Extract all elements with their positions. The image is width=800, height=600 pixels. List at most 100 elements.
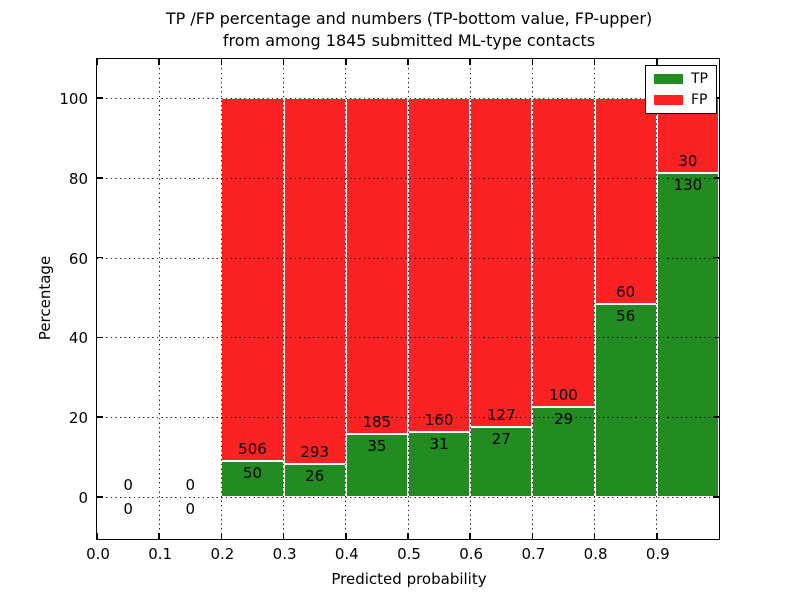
- bar-segment-tp: [594, 304, 657, 497]
- bar-label-tp: 29: [553, 410, 574, 429]
- gridline-vertical: [158, 59, 160, 539]
- chart-title-line1: TP /FP percentage and numbers (TP-bottom…: [165, 9, 653, 28]
- x-tick-label: 0.6: [459, 545, 484, 563]
- y-axis-tick: [97, 496, 103, 498]
- bar-segment-tp: [345, 433, 408, 497]
- bar-segment-fp: [408, 98, 471, 433]
- tp-swatch: [654, 74, 683, 84]
- bar-label-tp: 0: [123, 500, 133, 518]
- chart-title-line2: from among 1845 submitted ML-type contac…: [222, 31, 596, 50]
- x-tick-label: 0.1: [148, 545, 173, 563]
- legend-entry-label: FP: [691, 92, 708, 108]
- bar-segment-fp: [221, 98, 284, 462]
- y-axis-tick: [97, 416, 103, 418]
- x-axis-tick-top: [656, 59, 658, 65]
- bar-label-fp: 506: [238, 440, 267, 459]
- x-axis-tick: [656, 533, 658, 539]
- chart-title: TP /FP percentage and numbers (TP-bottom…: [98, 8, 720, 52]
- y-axis-tick-right: [713, 416, 719, 418]
- x-axis-tick-top: [407, 59, 409, 65]
- bar-label-fp: 0: [185, 476, 196, 494]
- x-axis-label: Predicted probability: [331, 570, 487, 588]
- x-axis-tick-top: [469, 59, 471, 65]
- y-axis-tick: [97, 97, 103, 99]
- y-axis-tick-right: [713, 496, 719, 498]
- x-axis-tick-top: [345, 59, 347, 65]
- x-tick-label: 0.4: [334, 545, 359, 563]
- bar-segment-fp: [345, 98, 408, 434]
- bar-label-fp: 293: [300, 443, 329, 462]
- bar-label-fp: 160: [424, 411, 454, 430]
- x-tick-label: 0.0: [86, 545, 110, 563]
- bar-label-tp: 26: [305, 467, 325, 486]
- bar-segment-fp: [470, 98, 533, 428]
- x-tick-label: 0.7: [521, 545, 546, 563]
- gridline-vertical: [220, 59, 222, 539]
- plot-area: 0 0 0 0 506 50 293 26 185 35 160 31 127 27 100 29 60 56 30…: [96, 58, 720, 540]
- bar-segment-tp: [470, 427, 533, 497]
- y-tick-label: 60: [68, 249, 88, 268]
- x-axis-tick: [531, 533, 534, 539]
- bar-segment-fp: [594, 98, 657, 305]
- bar-label-tp: 0: [185, 500, 196, 518]
- y-tick-label: 40: [68, 329, 88, 348]
- bar-label-tp: 56: [616, 307, 636, 326]
- x-axis-tick-top: [220, 59, 223, 65]
- x-tick-label: 0.8: [583, 545, 608, 563]
- y-tick-label: 100: [59, 90, 88, 108]
- bar-label-fp: 127: [486, 406, 516, 425]
- legend: TP FP: [645, 65, 717, 114]
- gridline-vertical: [656, 59, 658, 539]
- bar-label-tp: 35: [367, 436, 387, 455]
- x-axis-tick-top: [531, 59, 534, 65]
- bar-segment-fp: [283, 98, 346, 465]
- x-axis-tick: [96, 533, 98, 539]
- bar-label-fp: 0: [123, 476, 133, 494]
- gridline-vertical: [345, 59, 347, 539]
- legend-entry-label: TP: [691, 71, 708, 87]
- bar-label-tp: 50: [242, 464, 263, 483]
- x-tick-label: 0.9: [645, 545, 670, 563]
- gridline-vertical: [531, 59, 533, 539]
- x-axis-tick-top: [593, 59, 596, 65]
- x-axis-tick: [282, 533, 285, 539]
- gridline-vertical: [407, 59, 409, 539]
- bar-segment-tp: [656, 172, 719, 497]
- bar-segment-fp: [532, 98, 595, 408]
- y-axis-tick: [97, 336, 103, 339]
- bar-label-tp: 27: [491, 430, 511, 449]
- gridline-vertical: [283, 59, 285, 539]
- bar-label-fp: 30: [678, 151, 698, 170]
- bar-segment-tp: [221, 461, 284, 497]
- x-tick-label: 0.5: [397, 545, 421, 563]
- legend-entry: TP: [654, 71, 708, 87]
- x-axis-tick: [593, 533, 596, 539]
- y-axis-tick: [97, 177, 103, 179]
- y-axis-tick: [97, 256, 103, 259]
- x-axis-tick-top: [96, 59, 98, 65]
- x-axis-tick: [220, 533, 223, 539]
- bar-label-tp: 31: [429, 435, 449, 454]
- y-tick-label: 80: [68, 169, 88, 188]
- y-tick-label: 20: [68, 409, 88, 428]
- x-tick-label: 0.2: [210, 545, 235, 563]
- bar-label-fp: 60: [616, 283, 636, 302]
- x-axis-tick: [345, 533, 347, 539]
- bar-label-tp: 130: [673, 175, 703, 194]
- bar-label-fp: 100: [549, 386, 578, 405]
- fp-swatch: [654, 95, 683, 105]
- x-axis-tick: [407, 533, 409, 539]
- gridline-vertical: [594, 59, 596, 539]
- bar-segment-tp: [408, 432, 471, 497]
- gridline-vertical: [469, 59, 471, 539]
- bar-label-fp: 185: [362, 412, 392, 431]
- bar-segment-tp: [283, 464, 346, 497]
- y-axis-tick-right: [713, 177, 719, 179]
- x-axis-tick-top: [282, 59, 285, 65]
- y-axis-tick-right: [713, 256, 719, 259]
- y-axis-label-wrap: Percentage: [28, 58, 62, 538]
- x-axis-tick-top: [158, 59, 160, 65]
- y-axis-tick-right: [713, 336, 719, 339]
- x-axis-tick: [158, 533, 160, 539]
